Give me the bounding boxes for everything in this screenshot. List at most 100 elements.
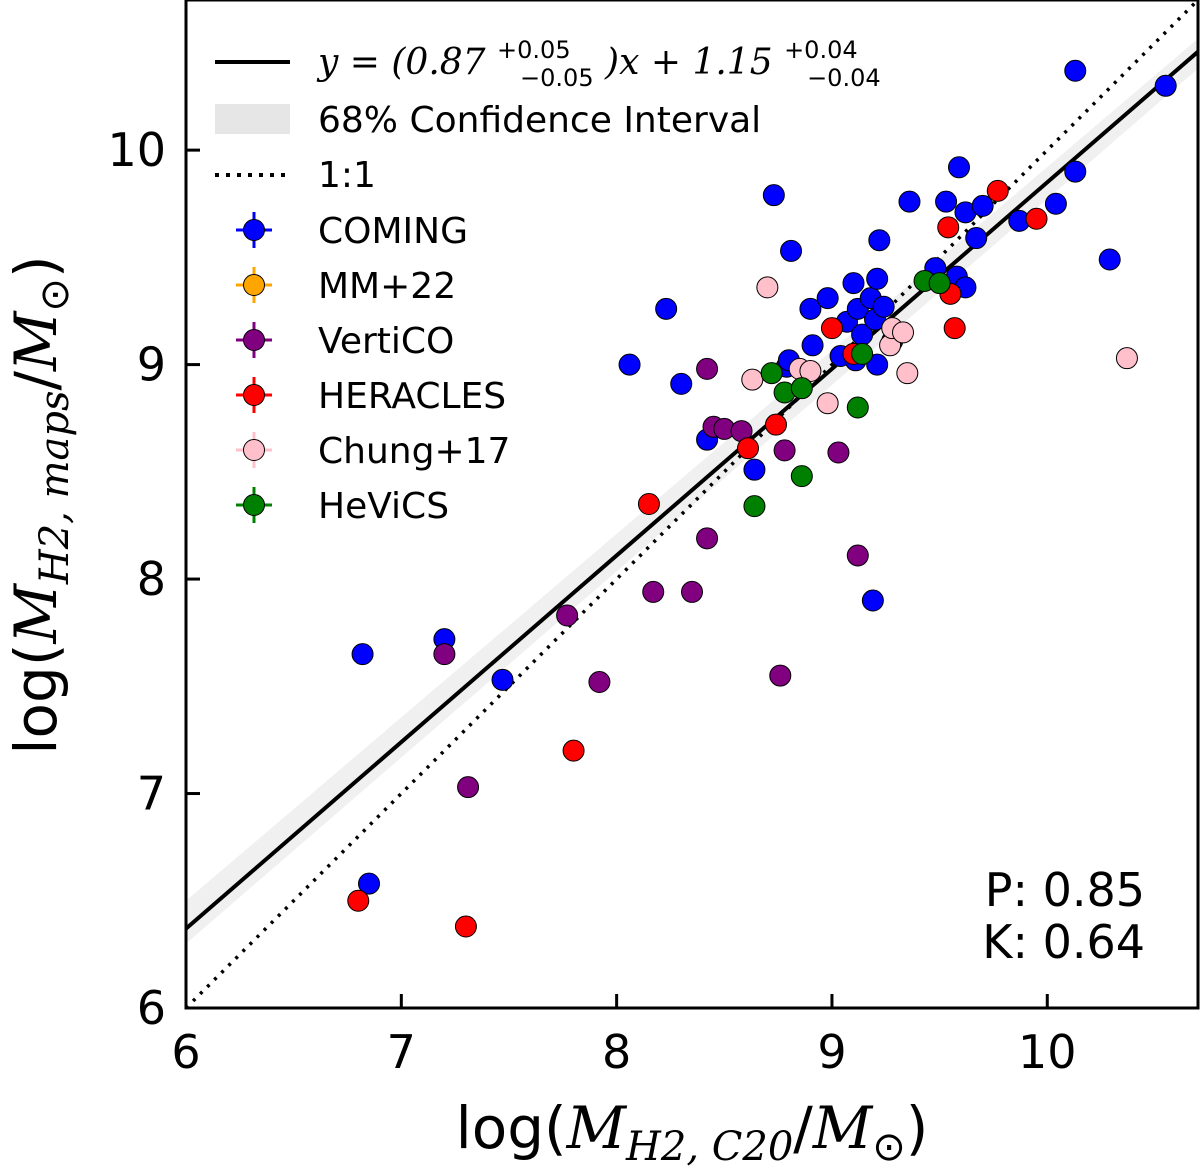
legend-one-to-one-label: 1:1 [318, 155, 376, 196]
point-heracles [820, 317, 843, 340]
legend-item-hevics: HeViCS [236, 486, 449, 527]
point-heracles [562, 739, 585, 762]
legend-label-chung-17: Chung+17 [318, 431, 510, 472]
plot-frame [184, 0, 1200, 1010]
legend-fit-sub-1: −0.05 [520, 64, 594, 92]
point-coming [491, 668, 514, 691]
point-coming [947, 156, 970, 179]
point-vertico [588, 671, 611, 694]
legend-label-hevics: HeViCS [318, 486, 449, 527]
point-coming [1044, 192, 1067, 215]
x-tick-label: 6 [171, 1025, 200, 1079]
point-coming [1064, 160, 1087, 183]
point-coming [816, 287, 839, 310]
legend-ci-label: 68% Confidence Interval [318, 100, 761, 141]
legend-label-mm-22: MM+22 [318, 266, 456, 307]
legend-item-mm-22: MM+22 [236, 266, 456, 307]
point-vertico [827, 441, 850, 464]
y-tick-label: 10 [107, 123, 166, 177]
point-hevics [846, 396, 869, 419]
point-heracles [454, 915, 477, 938]
legend-marker [243, 219, 265, 241]
ticks: 6 7 8 9 10 6 7 8 9 10 [107, 123, 1076, 1079]
point-coming [868, 229, 891, 252]
point-coming [872, 295, 895, 318]
point-coming [670, 372, 693, 395]
x-axis-label: log(MH2, C20/M⊙) [456, 1094, 929, 1170]
fit-line [186, 50, 1198, 931]
y-tick-label: 9 [137, 338, 166, 392]
point-heracles [986, 179, 1009, 202]
point-vertico [696, 357, 719, 380]
point-chung-17 [1115, 347, 1138, 370]
point-coming [780, 239, 803, 262]
point-heracles [736, 437, 759, 460]
legend-label-heracles: HERACLES [318, 376, 506, 417]
legend-marker [243, 494, 265, 516]
stat-k: K: 0.64 [982, 915, 1145, 969]
point-heracles [637, 493, 660, 515]
legend-fit-sup-1: +0.05 [497, 36, 571, 64]
point-coming [866, 353, 889, 376]
point-coming [971, 194, 994, 217]
point-vertico [773, 439, 796, 462]
point-vertico [433, 643, 456, 666]
legend-item-heracles: HERACLES [236, 376, 506, 417]
legend-label-vertico: VertiCO [318, 321, 454, 362]
point-coming [861, 589, 884, 612]
point-heracles [347, 889, 370, 912]
legend-marker [243, 439, 265, 461]
legend-item-vertico: VertiCO [236, 321, 454, 362]
point-coming [842, 272, 865, 295]
point-chung-17 [756, 276, 779, 299]
stat-p: P: 0.85 [985, 863, 1145, 917]
point-vertico [769, 664, 792, 687]
point-coming [655, 297, 678, 320]
legend-marker [243, 274, 265, 296]
legend-item-coming: COMING [236, 211, 468, 252]
point-coming [866, 267, 889, 290]
data-points [347, 59, 1177, 938]
point-coming [965, 227, 988, 250]
point-coming [358, 872, 381, 895]
legend-item-one-to-one: 1:1 [215, 155, 376, 196]
point-coming [801, 334, 824, 357]
legend-label-coming: COMING [318, 211, 468, 252]
point-coming [898, 190, 921, 213]
point-chung-17 [896, 362, 919, 385]
point-coming [743, 458, 766, 481]
point-heracles [764, 413, 787, 436]
legend-fit-label: y = (0.87 +0.05 −0.05 )x + 1.15 +0.04 −0… [316, 26, 881, 95]
point-vertico [681, 580, 703, 603]
point-heracles [937, 216, 960, 239]
legend-ci-swatch [215, 104, 290, 134]
x-tick-label: 7 [387, 1025, 416, 1079]
legend-item-fit: y = (0.87 +0.05 −0.05 )x + 1.15 +0.04 −0… [215, 26, 881, 95]
point-heracles [943, 317, 966, 340]
legend-fit-main-1: y = (0.87 [316, 42, 486, 83]
point-vertico [696, 527, 719, 550]
point-chung-17 [816, 392, 839, 415]
legend-item-chung-17: Chung+17 [236, 431, 510, 472]
point-hevics [743, 495, 766, 518]
legend-fit-main-2: )x + 1.15 [604, 42, 773, 83]
legend-series-items: COMING MM+22 VertiCO HERACLES Chung+17 HeViCS [236, 211, 510, 527]
point-coming [1098, 248, 1121, 271]
point-coming [762, 184, 785, 207]
point-chung-17 [892, 321, 915, 344]
y-tick-label: 7 [137, 767, 166, 821]
point-coming [799, 297, 822, 320]
point-vertico [846, 544, 869, 567]
one-to-one-line [186, 0, 1198, 1008]
point-vertico [642, 580, 665, 603]
plot-area [186, 0, 1198, 1008]
point-coming [935, 190, 958, 213]
x-tick-label: 10 [1018, 1025, 1077, 1079]
point-chung-17 [741, 368, 764, 391]
point-hevics [760, 362, 783, 385]
legend-marker [243, 329, 265, 351]
legend-fit-sup-2: +0.04 [784, 36, 858, 64]
point-vertico [457, 776, 480, 799]
point-heracles [1025, 207, 1048, 230]
